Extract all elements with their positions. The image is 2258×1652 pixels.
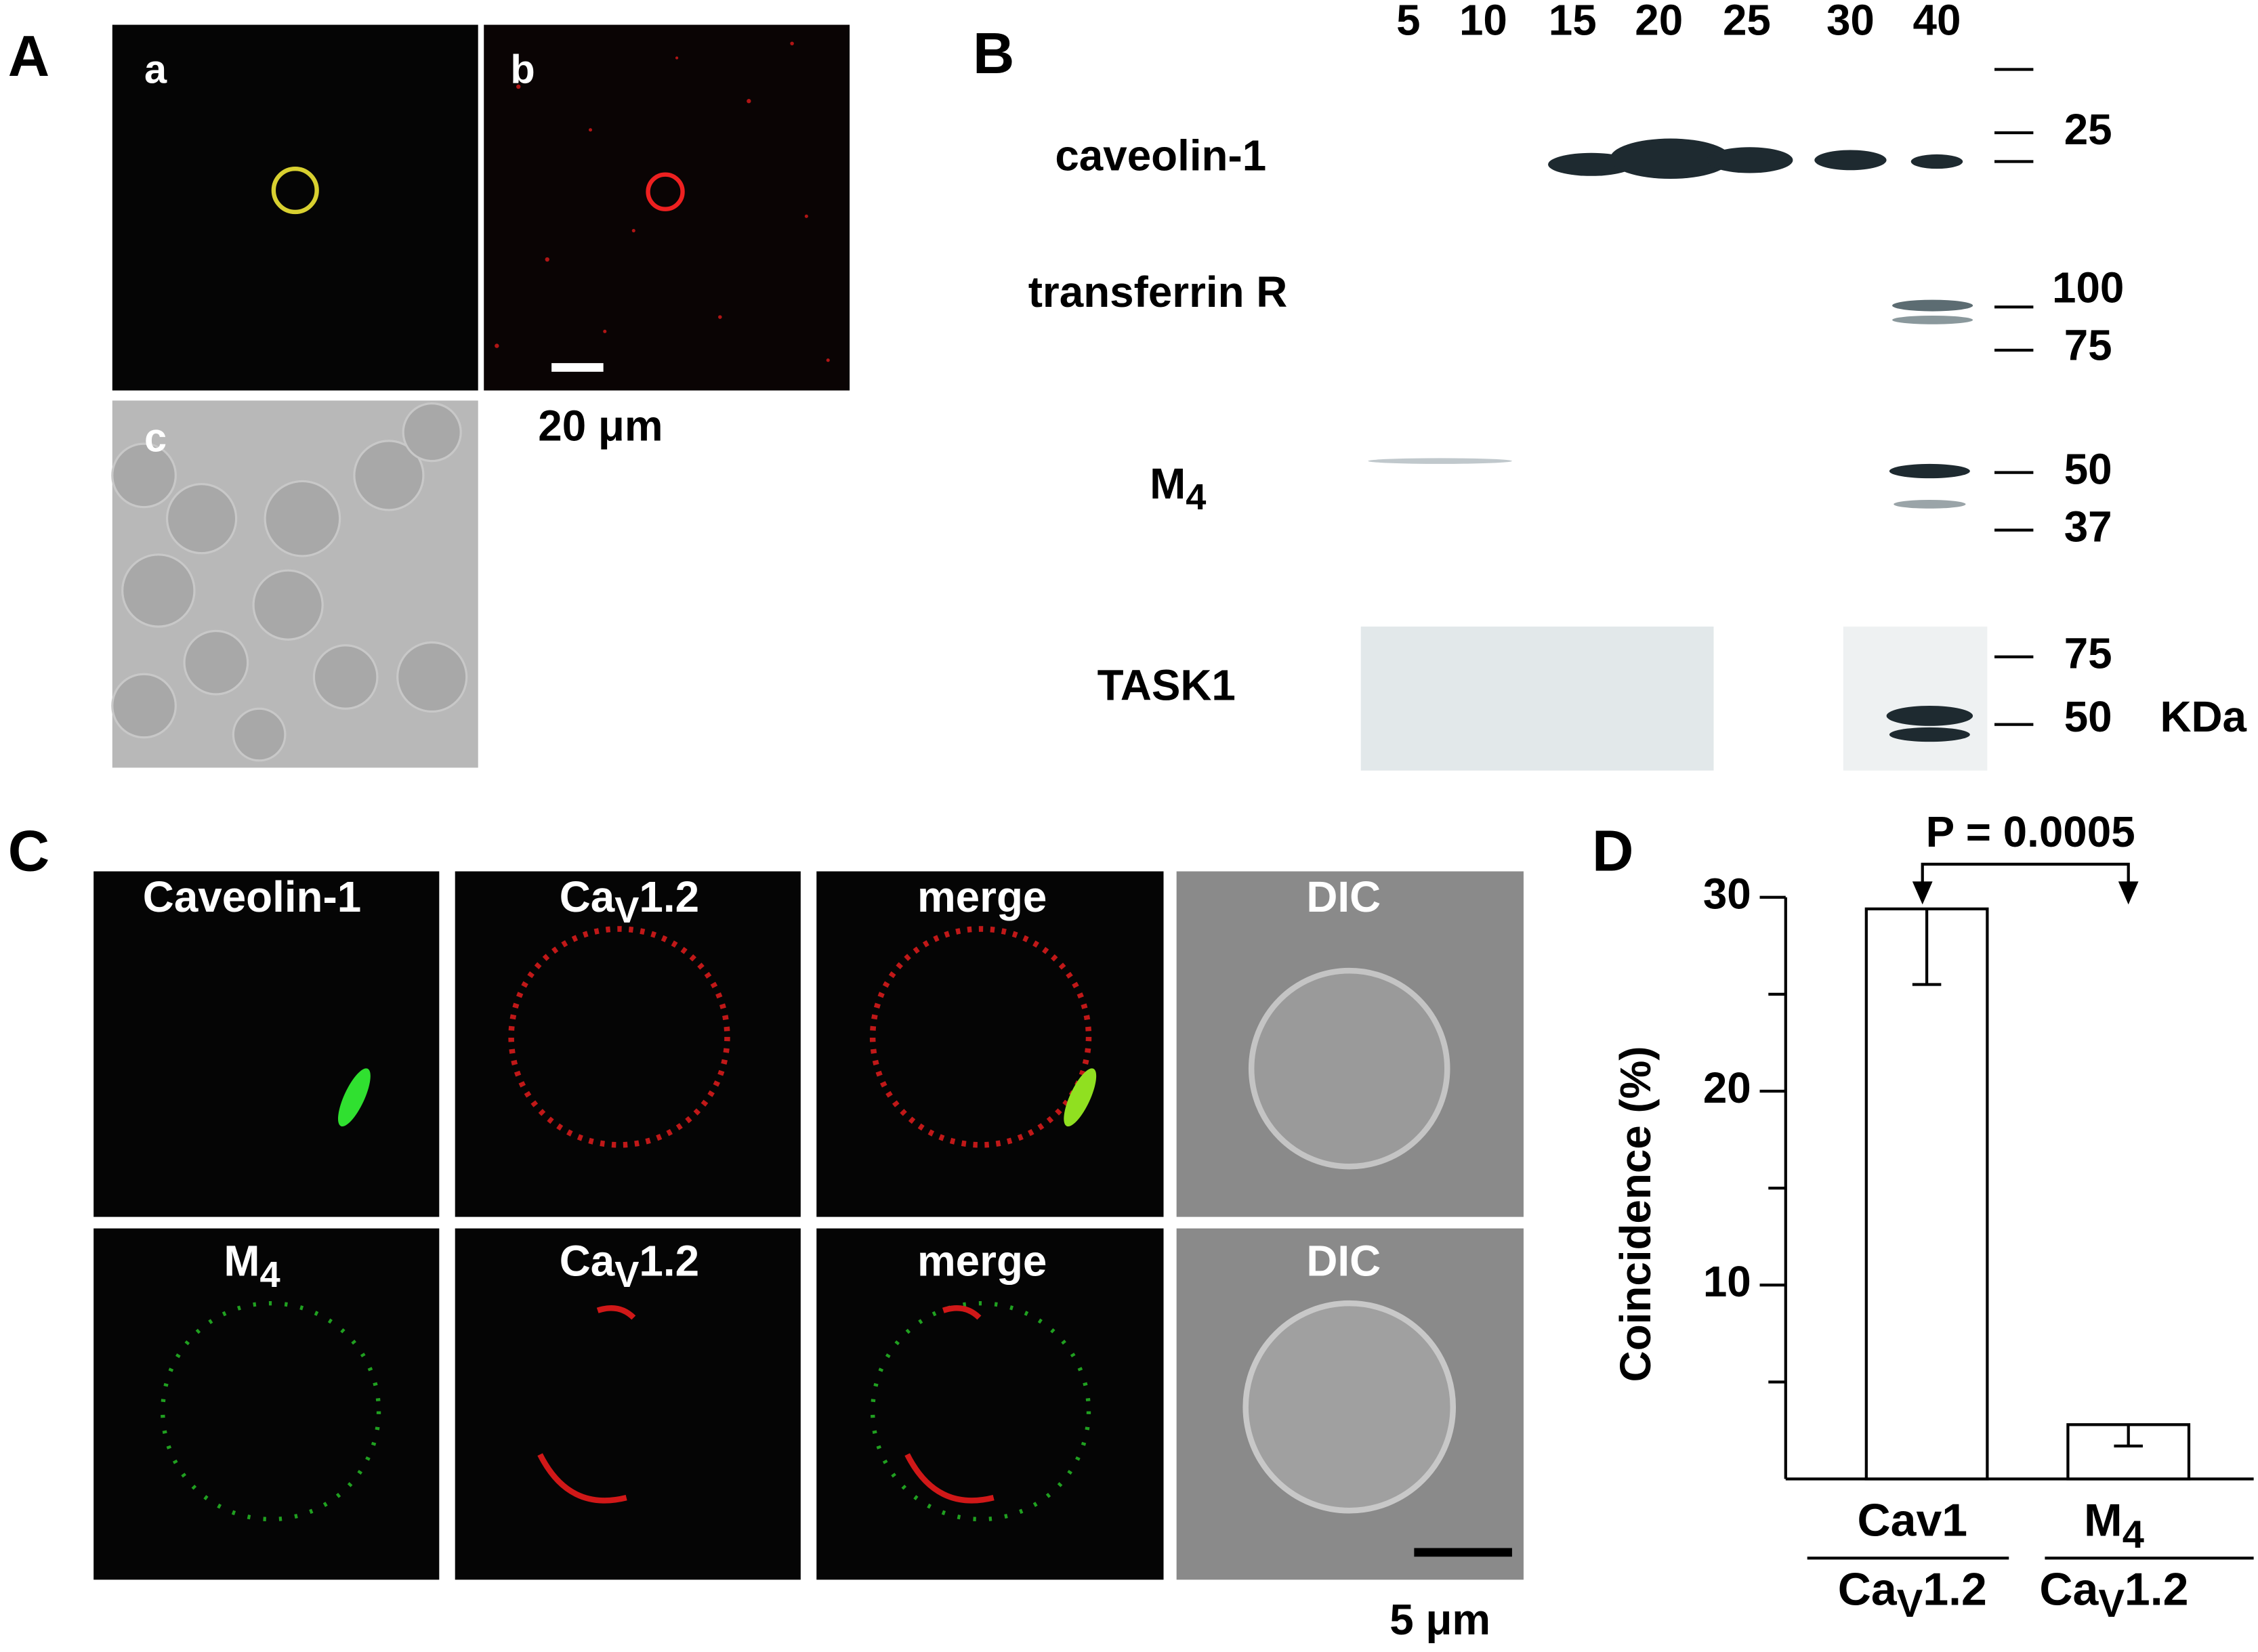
marker-label: 50 [2064, 444, 2112, 493]
image-label: Caveolin-1 [143, 872, 361, 921]
panel-label: A [8, 24, 49, 89]
cell-ring [646, 172, 685, 211]
label-main: DIC [1306, 1237, 1381, 1286]
marker-unit: KDa [2160, 692, 2246, 741]
label-main: TASK1 [1097, 660, 1236, 709]
image-label: b [510, 46, 535, 91]
label-main: transferrin R [1028, 268, 1288, 316]
image-label: DIC [1306, 1237, 1381, 1286]
label-main: M [1150, 459, 1186, 508]
marker-label: 50 [2064, 692, 2112, 741]
y-tick-label: 20 [1703, 1063, 1751, 1112]
marker-label: 25 [2064, 105, 2112, 154]
lane-label: 15 [1549, 0, 1597, 44]
marker-label: 75 [2064, 629, 2112, 678]
label-main: Ca [2039, 1563, 2099, 1615]
label-sub: 4 [2123, 1513, 2144, 1556]
image-a [112, 24, 478, 391]
x-tick-label: M4 [2084, 1494, 2144, 1556]
label-rest: 1.2 [2125, 1563, 2189, 1615]
fluorescence [161, 926, 1457, 1522]
image-label: CaV1.2 [560, 1237, 699, 1296]
label-main: DIC [1306, 872, 1381, 921]
label-rest: 1.2 [1923, 1563, 1987, 1615]
image-label: a [144, 46, 167, 91]
cell-ring [271, 166, 319, 215]
error-bar [2114, 1424, 2143, 1447]
scale-bar [551, 363, 604, 372]
x-tick-sublabel: CaV1.2 [1838, 1563, 1987, 1626]
marker-label: 100 [2052, 263, 2124, 312]
image-label: CaV1.2 [560, 872, 699, 931]
image-label: merge [917, 872, 1047, 921]
marker-label: 37 [2064, 503, 2112, 551]
blot-bands [1368, 138, 1973, 742]
significance-bracket [1921, 862, 2130, 891]
blot-background [1360, 627, 1714, 771]
x-tick-sublabel: CaV1.2 [2039, 1563, 2188, 1626]
arrowheads [1912, 881, 2139, 905]
y-tick-label: 30 [1703, 870, 1751, 918]
bar [1864, 907, 1989, 1481]
panel-label: B [973, 22, 1014, 86]
image-label: DIC [1306, 872, 1381, 921]
label-rest: 1.2 [639, 872, 699, 921]
image-label: merge [917, 1237, 1047, 1286]
label-main: Caveolin-1 [143, 872, 361, 921]
cells [111, 402, 468, 762]
label-sub: V [614, 890, 639, 931]
lane-label: 5 [1396, 0, 1420, 44]
label-rest: 1.2 [639, 1237, 699, 1286]
label-sub: 4 [1186, 477, 1206, 517]
blot-label: TASK1 [1097, 660, 1236, 709]
scale-label: 5 μm [1389, 1595, 1490, 1644]
lane-label: 30 [1826, 0, 1875, 44]
label-sub: V [1897, 1582, 1923, 1626]
image-label: M4 [224, 1237, 280, 1296]
lane-label: 20 [1635, 0, 1683, 44]
blot-background [1843, 627, 1988, 771]
y-tick-label: 10 [1703, 1257, 1751, 1306]
image-label: c [144, 415, 167, 461]
label-main: Cav1 [1858, 1494, 1968, 1546]
annotation: P = 0.0005 [1926, 807, 2135, 856]
blot-label: M4 [1150, 459, 1206, 518]
panel-label: D [1592, 820, 1633, 884]
speckles [495, 41, 830, 362]
image-grid [93, 871, 1524, 1580]
panel-label: C [8, 820, 49, 884]
marker-label: 75 [2064, 321, 2112, 370]
label-main: Ca [560, 1237, 615, 1286]
blot-label: caveolin-1 [1055, 131, 1266, 179]
scale-bar [1414, 1548, 1512, 1557]
label-main: caveolin-1 [1055, 131, 1266, 179]
label-main: M [2084, 1494, 2123, 1546]
lane-label: 25 [1723, 0, 1771, 44]
error-bar [1912, 908, 1942, 986]
label-sub: 4 [259, 1254, 280, 1295]
label-main: Ca [1838, 1563, 1898, 1615]
lane-label: 40 [1913, 0, 1961, 44]
label-main: merge [917, 872, 1047, 921]
y-axis-label: Coincidence (%) [1611, 1046, 1660, 1382]
label-main: Ca [560, 872, 615, 921]
label-main: merge [917, 1237, 1047, 1286]
label-sub: V [2098, 1582, 2125, 1626]
label-sub: V [614, 1254, 639, 1295]
blot-label: transferrin R [1028, 268, 1288, 316]
scale-label: 20 μm [538, 402, 663, 450]
x-tick-label: Cav1 [1858, 1494, 1968, 1546]
label-main: M [224, 1237, 259, 1286]
lane-label: 10 [1459, 0, 1507, 44]
